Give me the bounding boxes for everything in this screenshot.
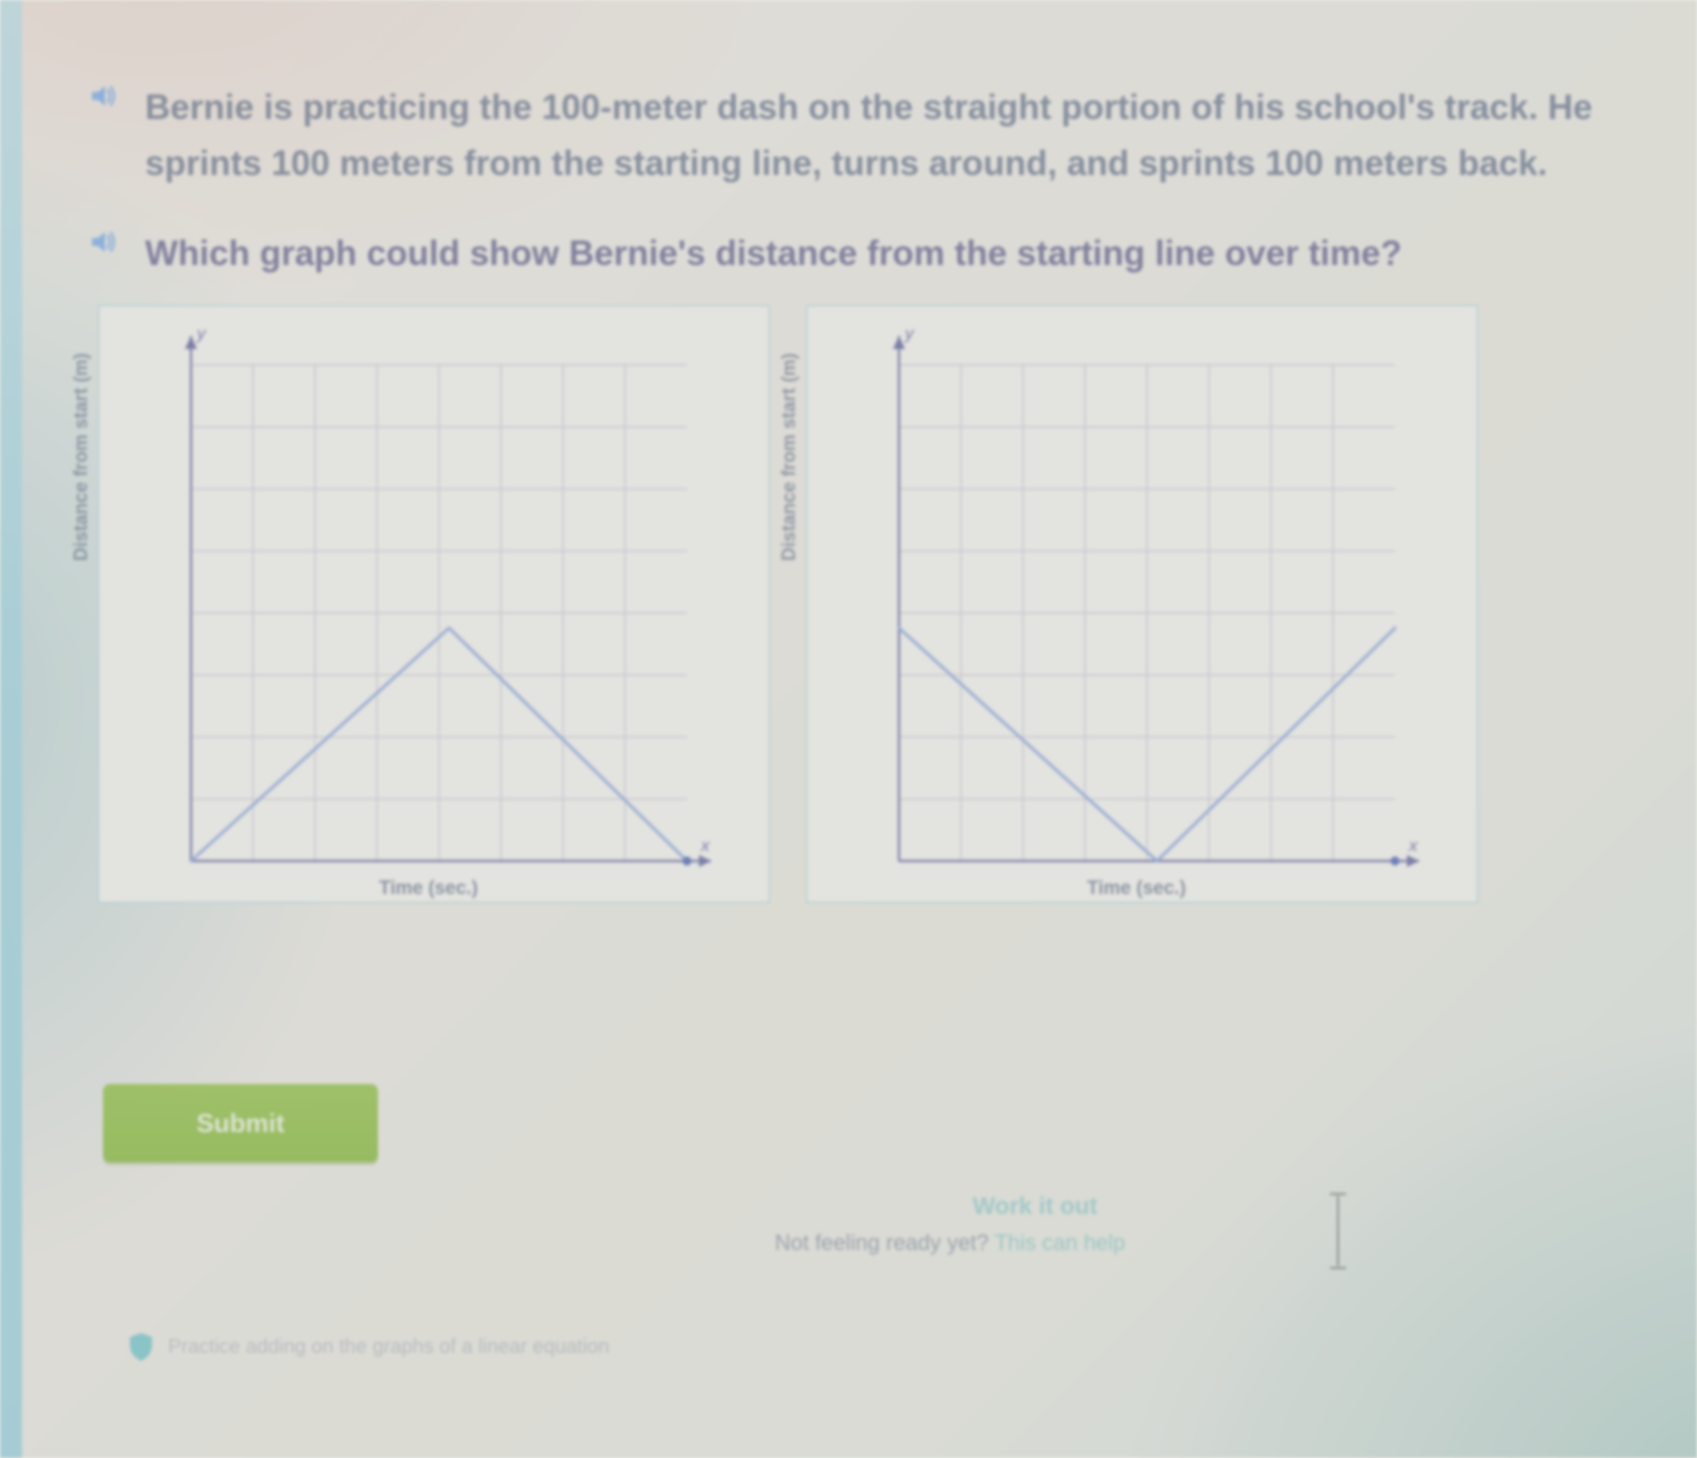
svg-text:y: y xyxy=(196,324,207,343)
svg-text:x: x xyxy=(700,836,710,855)
svg-text:Time (sec.): Time (sec.) xyxy=(1087,878,1186,899)
svg-text:y: y xyxy=(904,324,915,343)
svg-text:x: x xyxy=(1408,836,1418,855)
svg-text:Time (sec.): Time (sec.) xyxy=(379,878,478,899)
